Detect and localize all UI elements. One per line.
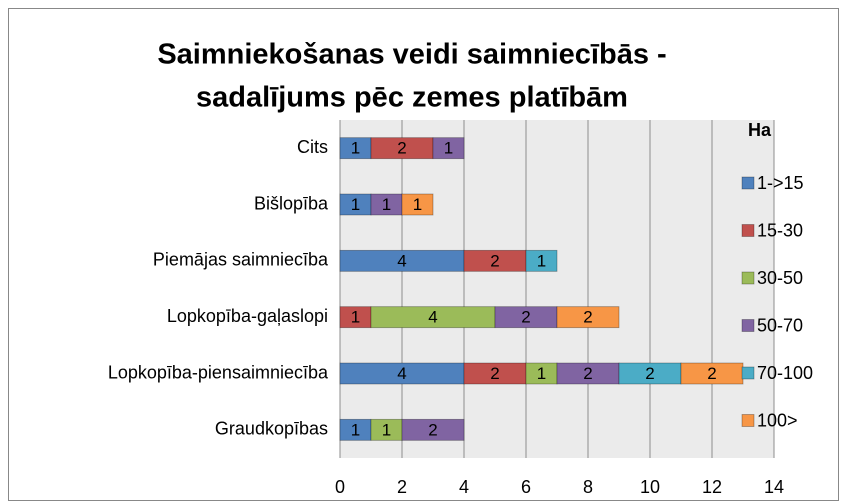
legend-label: 100> bbox=[757, 410, 798, 430]
x-tick-label: 0 bbox=[335, 477, 345, 497]
y-tick-label: Bišlopība bbox=[254, 193, 329, 213]
data-label: 2 bbox=[583, 364, 592, 383]
data-label: 1 bbox=[537, 251, 546, 270]
data-label: 2 bbox=[397, 139, 406, 158]
chart-title: Saimniekošanas veidi saimniecībās - bbox=[157, 39, 666, 71]
data-label: 4 bbox=[397, 364, 406, 383]
x-tick-label: 14 bbox=[764, 477, 784, 497]
chart-title: sadalījums pēc zemes platībām bbox=[196, 82, 628, 114]
legend-label: 70-100 bbox=[757, 363, 813, 383]
data-label: 1 bbox=[351, 195, 360, 214]
legend-label: 50-70 bbox=[757, 315, 803, 335]
y-tick-label: Piemājas saimniecība bbox=[153, 250, 329, 270]
plot-area bbox=[340, 120, 774, 458]
legend-swatch bbox=[741, 319, 755, 332]
x-tick-label: 10 bbox=[640, 477, 660, 497]
legend-label: 30-50 bbox=[757, 268, 803, 288]
y-tick-label: Lopkopība-gaļaslopi bbox=[167, 306, 328, 326]
legend-swatch bbox=[741, 366, 755, 380]
x-tick-label: 2 bbox=[397, 477, 407, 497]
data-label: 2 bbox=[490, 251, 499, 270]
data-label: 1 bbox=[351, 308, 360, 327]
y-tick-label: Graudkopības bbox=[215, 419, 328, 439]
x-tick-label: 4 bbox=[459, 477, 469, 497]
y-tick-label: Lopkopība-piensaimniecība bbox=[108, 362, 329, 382]
bar-segment bbox=[525, 249, 558, 272]
legend-swatch bbox=[741, 176, 755, 190]
legend-swatch bbox=[741, 414, 755, 427]
bar-segment bbox=[401, 193, 434, 216]
legend-swatch bbox=[741, 271, 755, 285]
data-label: 1 bbox=[413, 195, 422, 214]
data-label: 4 bbox=[428, 308, 437, 327]
data-label: 1 bbox=[382, 420, 391, 439]
bar-segment bbox=[556, 306, 620, 329]
y-tick-label: Cits bbox=[297, 137, 328, 157]
legend-label: 1->15 bbox=[757, 173, 804, 193]
data-label: 2 bbox=[707, 364, 716, 383]
x-tick-label: 8 bbox=[583, 477, 593, 497]
data-label: 1 bbox=[351, 139, 360, 158]
data-label: 4 bbox=[397, 251, 406, 270]
x-tick-label: 12 bbox=[702, 477, 722, 497]
bar-segment bbox=[432, 137, 465, 160]
legend-title: Ha bbox=[748, 120, 772, 140]
data-label: 2 bbox=[428, 420, 437, 439]
data-label: 1 bbox=[444, 139, 453, 158]
data-label: 1 bbox=[351, 420, 360, 439]
x-tick-label: 6 bbox=[521, 477, 531, 497]
data-label: 2 bbox=[645, 364, 654, 383]
legend-label: 15-30 bbox=[757, 220, 803, 240]
data-label: 2 bbox=[521, 308, 530, 327]
legend-swatch bbox=[741, 224, 755, 237]
data-label: 1 bbox=[537, 364, 546, 383]
bar-segment bbox=[401, 418, 465, 441]
data-label: 2 bbox=[490, 364, 499, 383]
data-label: 2 bbox=[583, 308, 592, 327]
data-label: 1 bbox=[382, 195, 391, 214]
